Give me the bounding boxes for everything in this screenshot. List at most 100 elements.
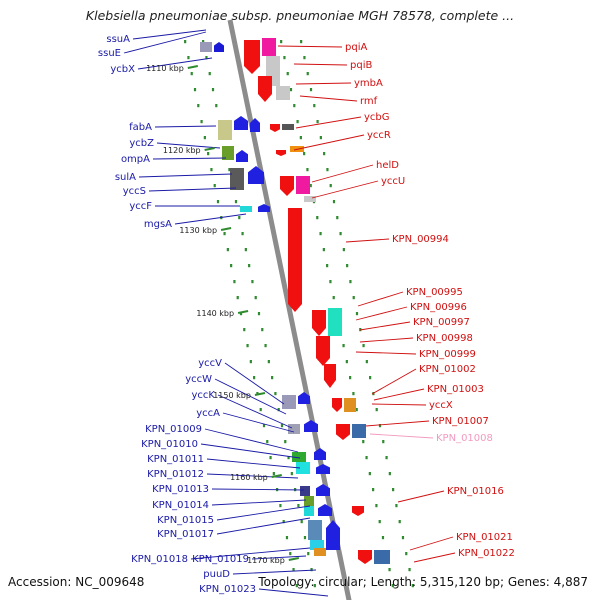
gene-block bbox=[314, 548, 326, 556]
label-leader bbox=[413, 552, 456, 563]
gene-block bbox=[374, 550, 390, 564]
label-leader bbox=[217, 394, 293, 429]
tick-dot bbox=[309, 184, 312, 188]
gene-arrow bbox=[352, 506, 364, 516]
tick-dot bbox=[355, 312, 359, 316]
tick-dot bbox=[385, 456, 388, 460]
gene-arrow bbox=[324, 364, 336, 388]
label-leader bbox=[371, 368, 417, 395]
tick-dot bbox=[197, 104, 200, 108]
tick-dot bbox=[216, 200, 220, 204]
tick-dot bbox=[322, 248, 325, 252]
label-leader bbox=[293, 63, 348, 66]
tick-dot bbox=[264, 344, 267, 348]
label-leader bbox=[211, 499, 307, 506]
tick-dot bbox=[259, 408, 262, 412]
scale-tick-mark bbox=[237, 310, 249, 314]
scale-tick-label: 1140 kbp bbox=[196, 309, 234, 318]
tick-dot bbox=[267, 360, 270, 364]
label-leader bbox=[156, 142, 221, 149]
tick-dot bbox=[284, 440, 287, 444]
gene-label-left: KPN_01009 bbox=[145, 424, 202, 435]
label-leader bbox=[277, 45, 343, 48]
label-leader bbox=[216, 517, 311, 535]
tick-dot bbox=[342, 344, 345, 348]
tick-dot bbox=[349, 280, 352, 284]
gene-arrow bbox=[248, 166, 264, 184]
gene-block bbox=[282, 395, 296, 409]
label-leader bbox=[137, 57, 213, 70]
label-leader bbox=[123, 31, 207, 54]
gene-arrow bbox=[214, 42, 224, 52]
tick-dot bbox=[241, 232, 244, 236]
tick-dot bbox=[280, 424, 284, 428]
gene-arrow bbox=[318, 504, 332, 516]
accession-text: Accession: NC_009648 bbox=[8, 575, 145, 589]
tick-dot bbox=[309, 88, 313, 92]
tick-dot bbox=[303, 152, 306, 156]
gene-label-right: KPN_00995 bbox=[406, 287, 463, 298]
tick-dot bbox=[261, 328, 264, 332]
gene-block bbox=[296, 176, 310, 194]
tick-dot bbox=[226, 248, 229, 252]
tick-dot bbox=[378, 424, 382, 428]
gene-arrow bbox=[336, 424, 350, 440]
gene-block bbox=[304, 196, 316, 202]
gene-arrow bbox=[332, 398, 342, 412]
tick-dot bbox=[279, 504, 282, 508]
tick-dot bbox=[307, 552, 310, 556]
tick-dot bbox=[208, 72, 211, 76]
tick-dot bbox=[300, 520, 303, 524]
label-leader bbox=[154, 125, 217, 128]
tick-dot bbox=[316, 216, 319, 220]
gene-block bbox=[304, 506, 314, 516]
gene-label-left: yccV bbox=[198, 358, 222, 369]
tick-dot bbox=[248, 264, 251, 268]
tick-dot bbox=[323, 152, 326, 156]
scale-ticks-layer: 1110 kbp 1120 kbp 1130 kbp 1140 kbp 1150 kbp… bbox=[146, 64, 300, 565]
tick-dot bbox=[289, 552, 292, 556]
gene-block bbox=[282, 124, 294, 130]
scale-tick-label: 1120 kbp bbox=[163, 146, 201, 155]
tick-dot bbox=[243, 328, 246, 332]
gene-label-right: KPN_01007 bbox=[432, 416, 489, 427]
tick-dot bbox=[283, 56, 286, 60]
label-leader bbox=[211, 488, 305, 491]
gene-label-left: KPN_01012 bbox=[147, 469, 204, 480]
tick-dot bbox=[306, 168, 309, 172]
tick-dot bbox=[234, 200, 238, 204]
gene-arrow bbox=[276, 150, 286, 156]
gene-block bbox=[328, 308, 342, 336]
scale-tick-label: 1160 kbp bbox=[230, 473, 268, 482]
tick-dot bbox=[286, 72, 289, 76]
tick-dot bbox=[339, 232, 342, 236]
gene-block bbox=[262, 38, 276, 56]
tick-dot bbox=[210, 168, 213, 172]
label-leader bbox=[222, 412, 295, 433]
gene-label-right: KPN_00999 bbox=[419, 349, 476, 360]
gene-label-left: KPN_01015 bbox=[157, 515, 214, 526]
gene-label-right: pqiA bbox=[345, 42, 367, 53]
tick-dot bbox=[282, 520, 285, 524]
gene-label-left: ssuE bbox=[98, 48, 121, 59]
label-leader bbox=[174, 213, 247, 225]
tick-dot bbox=[355, 408, 358, 412]
gene-label-left: yccK bbox=[192, 390, 216, 401]
tick-dot bbox=[274, 392, 277, 396]
label-leader bbox=[357, 291, 404, 307]
tick-dot bbox=[228, 168, 231, 172]
tick-dot bbox=[388, 472, 391, 476]
tick-dot bbox=[342, 248, 345, 252]
label-leader bbox=[359, 321, 411, 331]
gene-label-left: KPN_01018 bbox=[131, 554, 188, 565]
tick-dot bbox=[392, 488, 395, 492]
label-leader bbox=[311, 164, 374, 183]
tick-dot bbox=[193, 88, 197, 92]
label-leader bbox=[251, 555, 307, 560]
tick-dot bbox=[388, 568, 391, 572]
gene-block bbox=[230, 168, 244, 190]
gene-label-left: mgsA bbox=[144, 219, 172, 230]
label-leader bbox=[190, 547, 311, 560]
tick-dot bbox=[269, 456, 272, 460]
tick-dot bbox=[290, 472, 293, 476]
